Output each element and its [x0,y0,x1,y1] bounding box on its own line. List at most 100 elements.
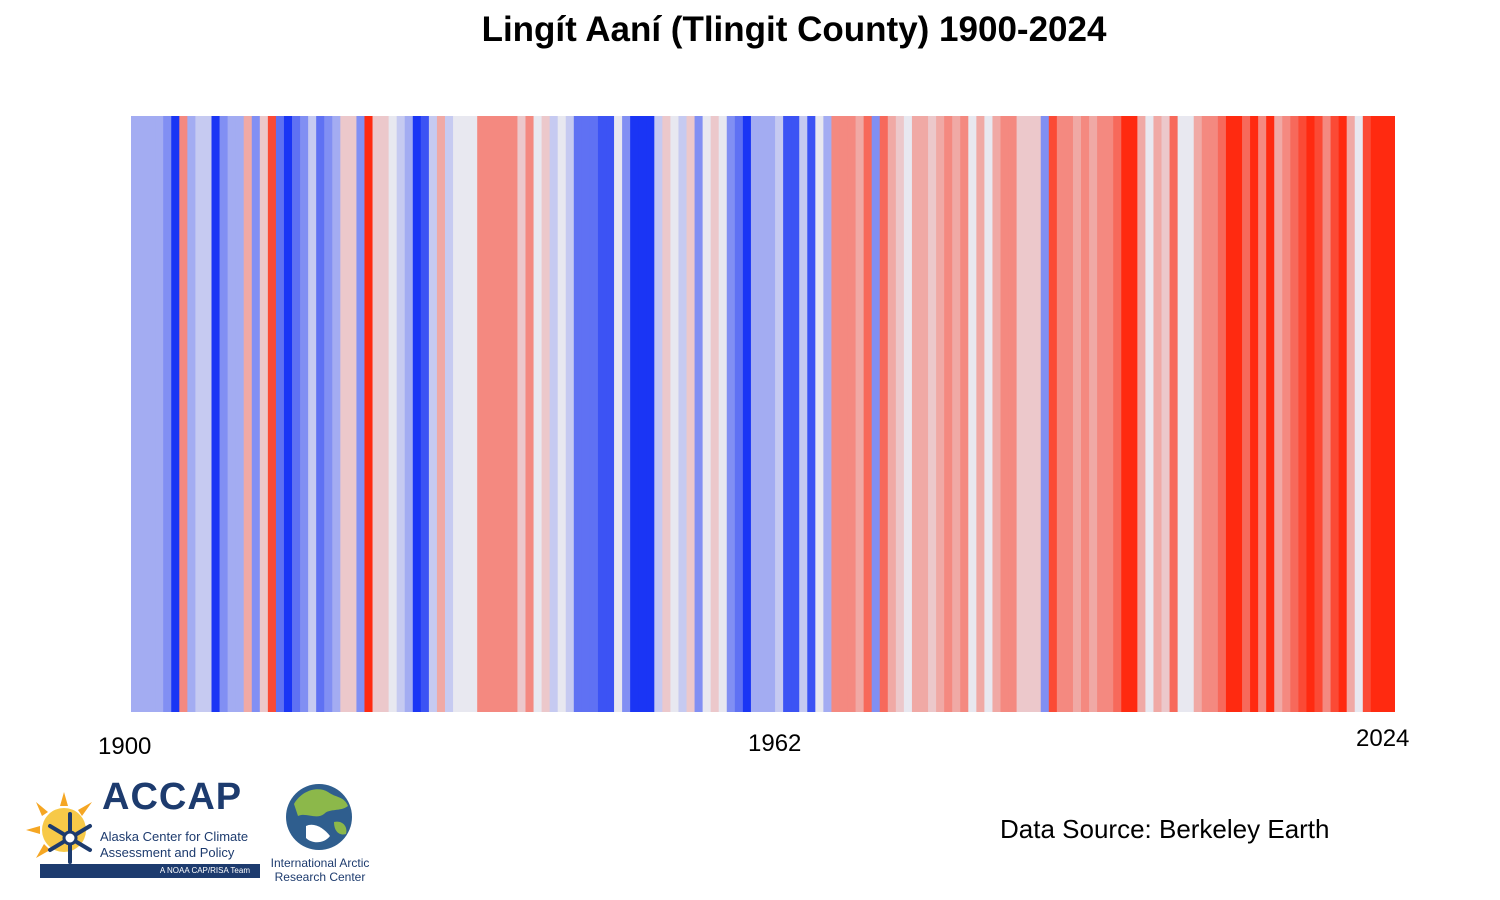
stripe-year-1989 [847,116,857,712]
stripe-year-2051 [1346,116,1356,712]
stripe-year-1945 [493,116,502,712]
stripe-year-1937 [428,116,438,712]
stripe-year-1905 [171,116,180,712]
tick-label-2024: 2024 [1356,725,1410,752]
stripe-year-2034 [1209,116,1219,712]
stripe-year-2053 [1362,116,1372,712]
stripe-year-2056 [1386,116,1395,712]
stripe-year-2035 [1217,116,1227,712]
stripe-year-1909 [203,116,213,712]
stripe-year-2008 [1000,116,1010,712]
stripe-year-1944 [485,116,494,712]
stripe-year-2028 [1161,116,1171,712]
stripe-year-1993 [879,116,889,712]
stripe-year-1954 [565,116,575,712]
stripe-year-1933 [396,116,406,712]
stripe-year-1973 [718,116,728,712]
stripe-year-1997 [911,116,921,712]
stripe-year-1999 [928,116,937,712]
stripe-year-1932 [388,116,398,712]
stripe-year-2046 [1306,116,1316,712]
stripe-year-1968 [678,116,688,712]
stripe-year-2005 [976,116,986,712]
stripe-year-1994 [887,116,897,712]
stripe-year-2029 [1169,116,1179,712]
stripe-year-2020 [1097,116,1106,712]
stripe-year-2040 [1258,116,1267,712]
stripe-year-1961 [622,116,631,712]
tick-label-1962: 1962 [748,730,802,757]
stripe-year-2022 [1113,116,1122,712]
stripe-year-1917 [267,116,277,712]
stripe-year-1930 [372,116,382,712]
stripe-year-1903 [155,116,164,712]
stripe-year-1908 [195,116,205,712]
stripe-year-1950 [533,116,543,712]
stripe-year-1925 [332,116,341,712]
stripe-year-1939 [444,116,454,712]
stripe-year-2025 [1137,116,1147,712]
stripe-year-1951 [541,116,551,712]
stripe-year-1970 [694,116,704,712]
stripe-year-1975 [734,116,744,712]
stripe-year-1913 [235,116,245,712]
stripe-year-1923 [316,116,325,712]
stripe-year-2001 [944,116,953,712]
stripe-year-1967 [670,116,680,712]
stripe-year-1949 [525,116,535,712]
stripe-year-2011 [1024,116,1034,712]
accap-tagline-bar: A NOAA CAP/RISA Team [40,864,260,878]
stripe-year-2009 [1008,116,1018,712]
stripe-year-1972 [710,116,720,712]
stripe-year-2003 [960,116,969,712]
stripe-year-1912 [227,116,237,712]
stripe-year-1901 [139,116,148,712]
stripe-year-2017 [1072,116,1082,712]
stripe-year-1927 [348,116,358,712]
stripe-year-1976 [742,116,752,712]
stripe-year-2042 [1274,116,1283,712]
stripe-year-1992 [871,116,881,712]
stripe-year-1962 [630,116,639,712]
stripe-year-1931 [380,116,390,712]
stripe-year-2036 [1225,116,1235,712]
stripe-year-1987 [831,116,841,712]
stripe-year-1988 [839,116,849,712]
stripe-year-1904 [163,116,172,712]
tick-label-1900: 1900 [98,733,152,760]
accap-wordmark: ACCAP [102,776,243,818]
stripe-year-1940 [453,116,462,712]
accap-logo: ACCAP Alaska Center for Climate Assessme… [24,776,264,880]
stripe-year-2019 [1089,116,1098,712]
stripe-year-1963 [638,116,647,712]
stripe-year-1918 [275,116,285,712]
stripe-year-2052 [1354,116,1364,712]
stripe-year-2012 [1032,116,1042,712]
stripe-year-2027 [1153,116,1163,712]
stripe-year-2021 [1105,116,1114,712]
stripe-year-2043 [1282,116,1291,712]
stripe-year-2000 [936,116,945,712]
warming-stripes [131,116,1395,712]
stripe-year-1955 [573,116,583,712]
stripe-year-1906 [179,116,188,712]
stripe-year-1971 [702,116,712,712]
stripe-year-1977 [750,116,760,712]
iarc-line1: International Arctic [270,856,370,870]
stripe-year-2039 [1250,116,1259,712]
stripe-year-1924 [324,116,333,712]
stripe-year-2006 [984,116,994,712]
stripe-year-1929 [364,116,374,712]
accap-tagline: A NOAA CAP/RISA Team [159,866,250,875]
stripe-year-1990 [855,116,865,712]
stripe-year-1956 [581,116,591,712]
stripe-year-2024 [1129,116,1138,712]
stripe-year-2049 [1330,116,1340,712]
stripe-year-1902 [147,116,156,712]
iarc-logo: International Arctic Research Center [264,782,376,886]
stripe-year-1915 [251,116,261,712]
stripe-year-1948 [517,116,527,712]
stripe-year-1985 [815,116,824,712]
stripe-year-1984 [807,116,816,712]
stripe-year-1928 [356,116,366,712]
